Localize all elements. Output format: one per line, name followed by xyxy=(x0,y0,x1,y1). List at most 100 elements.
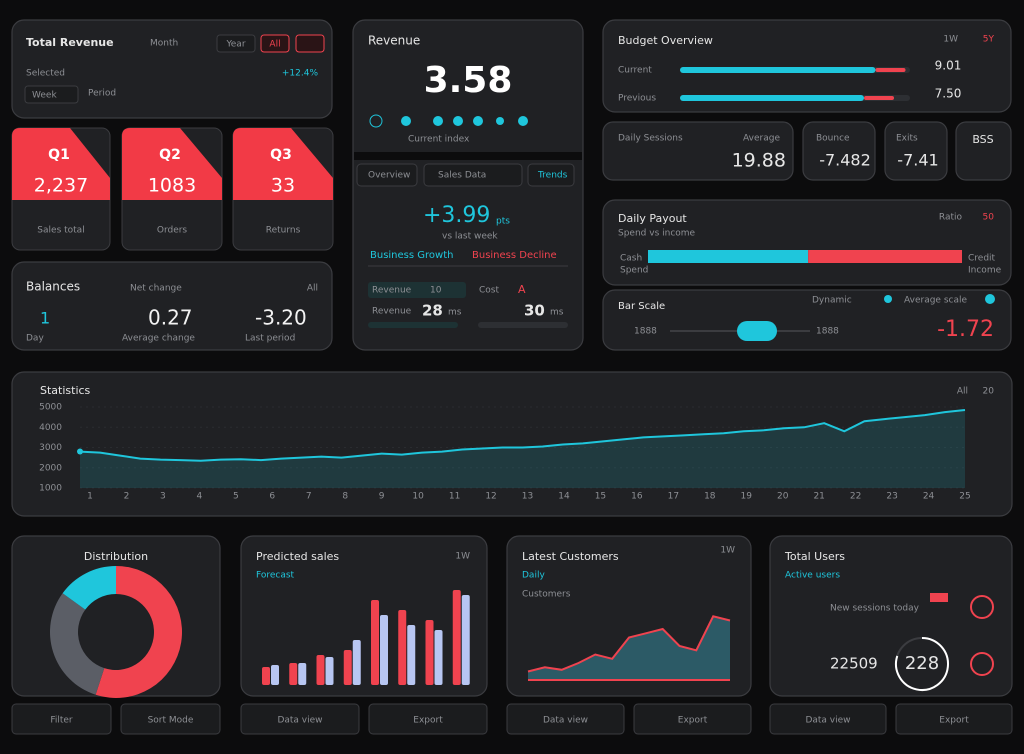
card-note: Sales total xyxy=(37,226,84,236)
row-label: Revenue xyxy=(372,286,412,296)
button-label[interactable]: Data view xyxy=(277,716,322,726)
button[interactable] xyxy=(895,703,1013,735)
button-label[interactable]: Data view xyxy=(805,716,850,726)
button[interactable] xyxy=(120,703,221,735)
card-value: 2,237 xyxy=(34,175,88,197)
button-label[interactable]: Filter xyxy=(50,716,73,726)
legend: 5Y xyxy=(983,35,995,45)
panel xyxy=(602,199,1012,286)
value: 0.27 xyxy=(148,306,193,330)
x-tick-label: 19 xyxy=(741,492,753,502)
row-value: 28 xyxy=(422,302,443,320)
bar xyxy=(316,655,325,685)
card xyxy=(884,121,948,181)
button[interactable] xyxy=(506,703,625,735)
bar xyxy=(298,663,307,685)
x-tick-label: 7 xyxy=(306,492,312,502)
filter[interactable]: Year xyxy=(225,40,245,50)
legend: Income xyxy=(968,266,1002,276)
row-value: 30 xyxy=(524,302,545,320)
caption: Last period xyxy=(245,334,295,344)
filter[interactable]: All xyxy=(269,40,280,50)
x-tick-label: 20 xyxy=(777,492,789,502)
caption: Current index xyxy=(408,135,470,145)
x-tick-label: 10 xyxy=(412,492,424,502)
divider xyxy=(354,152,582,160)
select[interactable] xyxy=(24,85,79,104)
legend: All xyxy=(307,284,318,294)
x-tick-label: 17 xyxy=(668,492,679,502)
button[interactable] xyxy=(633,703,752,735)
panel-title: Total Revenue xyxy=(26,36,114,49)
chip xyxy=(368,282,466,298)
total: 22509 xyxy=(830,655,878,673)
slider-max: 1888 xyxy=(816,327,839,337)
value: -1.72 xyxy=(937,317,994,342)
donut-segment xyxy=(50,593,105,695)
tab-label[interactable]: Trends xyxy=(537,171,568,181)
x-tick-label: 5 xyxy=(233,492,239,502)
card-note: Orders xyxy=(157,226,188,236)
filter[interactable]: Month xyxy=(150,39,178,49)
tab[interactable] xyxy=(356,163,418,187)
select-value[interactable]: Week xyxy=(32,91,57,101)
x-tick-label: 24 xyxy=(923,492,935,502)
filter-button[interactable] xyxy=(260,34,290,53)
button[interactable] xyxy=(240,703,360,735)
row-value: 9.01 xyxy=(935,59,962,73)
tab[interactable] xyxy=(527,163,575,187)
x-tick-label: 1 xyxy=(87,492,93,502)
bar-track xyxy=(368,322,458,328)
card-label: Q2 xyxy=(159,147,181,163)
x-tick-label: 11 xyxy=(449,492,460,502)
tab-label[interactable]: Overview xyxy=(368,171,410,181)
subtitle: Active users xyxy=(785,571,840,581)
card-value: -7.41 xyxy=(897,151,938,170)
button-label[interactable]: Export xyxy=(939,716,969,726)
button-label[interactable]: Export xyxy=(678,716,708,726)
panel xyxy=(602,19,1012,113)
button[interactable] xyxy=(11,703,112,735)
link[interactable]: Business Decline xyxy=(472,250,557,261)
legend: Ratio xyxy=(939,213,963,223)
card-value: 1083 xyxy=(148,175,196,197)
subtitle: Daily xyxy=(522,571,545,581)
filter-button[interactable] xyxy=(295,34,325,53)
card xyxy=(955,121,1012,181)
filter-button[interactable] xyxy=(216,34,256,53)
progress xyxy=(680,95,864,101)
card-label: Exits xyxy=(896,134,918,144)
button-label[interactable]: Export xyxy=(413,716,443,726)
button-label[interactable]: Data view xyxy=(543,716,588,726)
main-value: 3.58 xyxy=(424,60,513,101)
x-tick-label: 15 xyxy=(595,492,606,502)
legend: 50 xyxy=(983,213,995,223)
value: -3.20 xyxy=(255,306,307,330)
button[interactable] xyxy=(368,703,488,735)
dot xyxy=(518,116,528,126)
bar xyxy=(407,625,416,685)
panel xyxy=(11,261,333,351)
card-highlight xyxy=(233,128,333,200)
tab[interactable] xyxy=(423,163,523,187)
row-label: Revenue xyxy=(372,307,412,317)
line-series xyxy=(79,409,966,462)
card-value: 33 xyxy=(271,175,295,197)
panel-title: Revenue xyxy=(368,34,420,48)
button-label[interactable]: Sort Mode xyxy=(148,716,194,726)
card-note: Returns xyxy=(266,226,301,236)
panel xyxy=(602,289,1012,351)
bar xyxy=(262,667,270,685)
slider-knob[interactable] xyxy=(737,321,777,341)
panel-title: Bar Scale xyxy=(618,301,665,312)
dot xyxy=(473,116,483,126)
status-dot xyxy=(985,294,995,304)
tab-label[interactable]: Sales Data xyxy=(438,171,486,181)
area-line xyxy=(527,615,731,673)
progress-tail xyxy=(864,96,894,100)
link[interactable]: Business Growth xyxy=(370,250,453,261)
button[interactable] xyxy=(769,703,887,735)
bar-track xyxy=(478,322,568,328)
y-tick-label: 1000 xyxy=(39,484,62,494)
